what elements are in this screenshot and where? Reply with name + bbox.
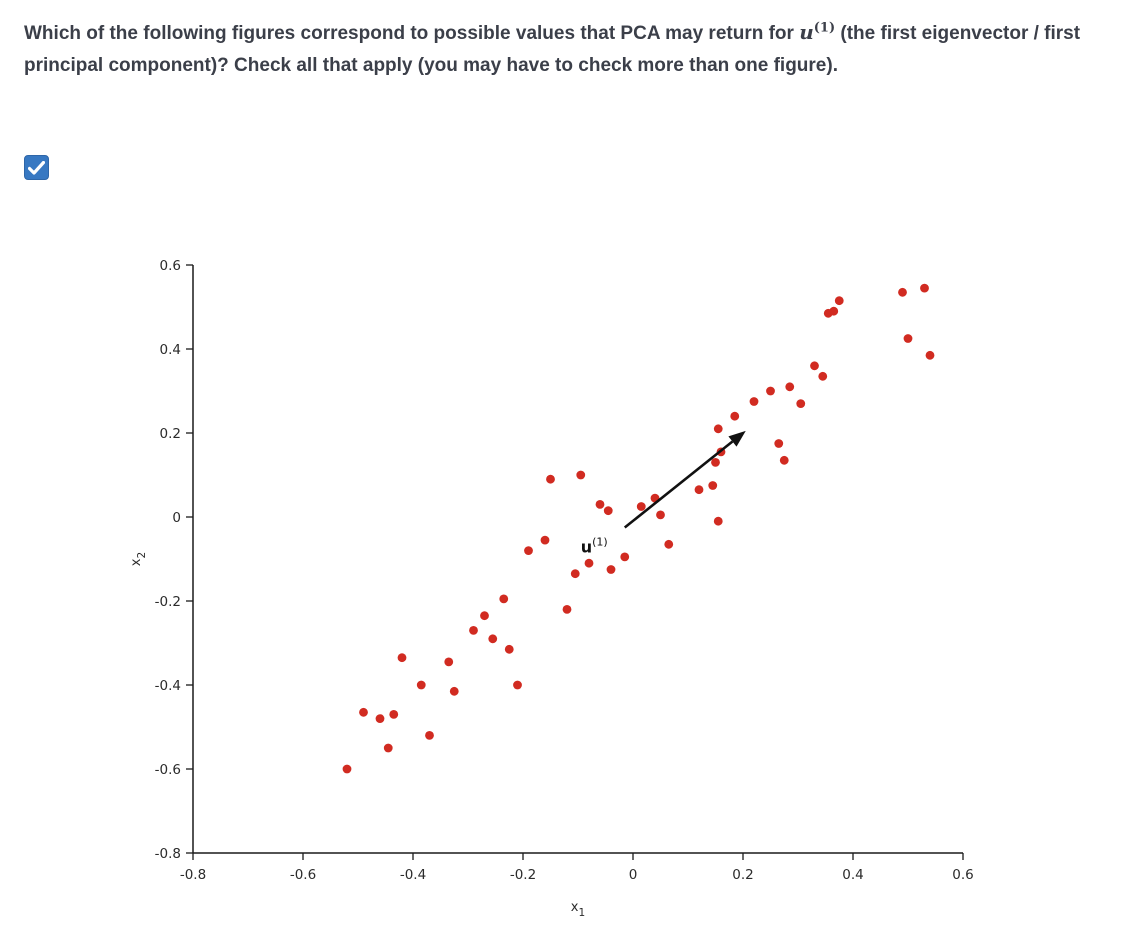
data-point bbox=[444, 657, 454, 667]
data-point bbox=[383, 743, 393, 753]
data-point bbox=[342, 764, 352, 774]
data-point bbox=[603, 506, 613, 516]
data-point bbox=[488, 634, 498, 644]
question-text-after: (the first eigenvector / first principal… bbox=[24, 23, 1081, 76]
scatter-figure: -0.8 -0.6 -0.4 -0.2 0 0.2 0.4 0.6 -0.8 -0.6 -0.4 -0… bbox=[98, 235, 998, 925]
data-point bbox=[664, 539, 674, 549]
data-point bbox=[785, 382, 795, 392]
data-point bbox=[829, 306, 839, 316]
data-point bbox=[449, 686, 459, 696]
data-point bbox=[636, 502, 646, 511]
data-point bbox=[810, 361, 819, 371]
x-tick-label: 0 bbox=[629, 867, 638, 883]
data-point bbox=[499, 594, 509, 604]
data-point bbox=[898, 287, 907, 297]
data-point bbox=[730, 411, 740, 421]
y-tick-label: -0.6 bbox=[155, 762, 181, 778]
question-text-before: Which of the following figures correspon… bbox=[24, 23, 800, 44]
data-point bbox=[480, 611, 489, 621]
scatter-plot: -0.8 -0.6 -0.4 -0.2 0 0.2 0.4 0.6 -0.8 -0.6 -0.4 -0… bbox=[129, 258, 974, 919]
data-point bbox=[562, 605, 572, 614]
data-point bbox=[796, 399, 806, 408]
math-u-superscript: (1) bbox=[813, 20, 836, 36]
y-tick-label: 0 bbox=[172, 510, 181, 526]
x-tick-label: -0.8 bbox=[180, 867, 206, 883]
pca-arrow-label: u(1) bbox=[581, 536, 608, 557]
data-point bbox=[584, 558, 594, 568]
data-point bbox=[749, 397, 759, 406]
x-tick-label: 0.6 bbox=[952, 867, 973, 883]
data-point bbox=[708, 481, 718, 490]
pca-arrow-shaft bbox=[623, 440, 734, 529]
x-tick-label: -0.4 bbox=[400, 867, 426, 883]
y-tick-label: 0.4 bbox=[160, 342, 181, 358]
data-point bbox=[504, 644, 514, 654]
x-tick-label: -0.6 bbox=[290, 867, 316, 883]
data-point bbox=[397, 653, 407, 663]
data-point bbox=[570, 569, 580, 579]
y-tick-label: 0.6 bbox=[160, 258, 181, 274]
data-point bbox=[774, 439, 784, 448]
data-point bbox=[606, 565, 616, 574]
y-tick-label: -0.4 bbox=[155, 678, 181, 694]
x-tick-label: -0.2 bbox=[510, 867, 536, 883]
data-point bbox=[546, 474, 555, 484]
data-point bbox=[766, 386, 775, 396]
data-point bbox=[834, 296, 844, 306]
y-tick-label: -0.8 bbox=[155, 846, 181, 862]
data-point bbox=[920, 283, 929, 293]
data-point bbox=[925, 350, 935, 360]
data-point bbox=[389, 710, 399, 719]
data-point bbox=[359, 707, 368, 717]
data-point bbox=[713, 424, 723, 434]
data-point bbox=[711, 458, 720, 467]
data-point bbox=[903, 334, 913, 343]
data-point bbox=[425, 731, 434, 740]
checkmark-icon bbox=[28, 160, 45, 175]
data-point bbox=[713, 516, 723, 526]
data-point bbox=[416, 680, 426, 690]
data-point bbox=[375, 714, 385, 723]
data-point bbox=[656, 510, 665, 520]
question-text: Which of the following figures correspon… bbox=[24, 16, 1099, 82]
data-point bbox=[694, 485, 704, 495]
x-tick-label: 0.4 bbox=[842, 867, 863, 883]
pca-arrow-head bbox=[728, 430, 746, 447]
data-point bbox=[620, 552, 630, 562]
data-point bbox=[595, 500, 605, 509]
y-axis-label: x2 bbox=[129, 552, 148, 566]
y-tick-label: -0.2 bbox=[155, 594, 181, 610]
y-tick-label: 0.2 bbox=[160, 426, 181, 442]
data-point bbox=[469, 626, 478, 635]
data-point bbox=[540, 535, 550, 545]
data-point bbox=[524, 546, 533, 555]
x-axis-label: x1 bbox=[571, 900, 585, 919]
data-point bbox=[779, 455, 789, 465]
data-point bbox=[513, 680, 522, 690]
data-point bbox=[818, 371, 828, 381]
data-point bbox=[576, 470, 586, 480]
x-tick-label: 0.2 bbox=[732, 867, 753, 883]
math-u: u bbox=[799, 20, 814, 44]
answer-checkbox[interactable] bbox=[24, 155, 49, 180]
